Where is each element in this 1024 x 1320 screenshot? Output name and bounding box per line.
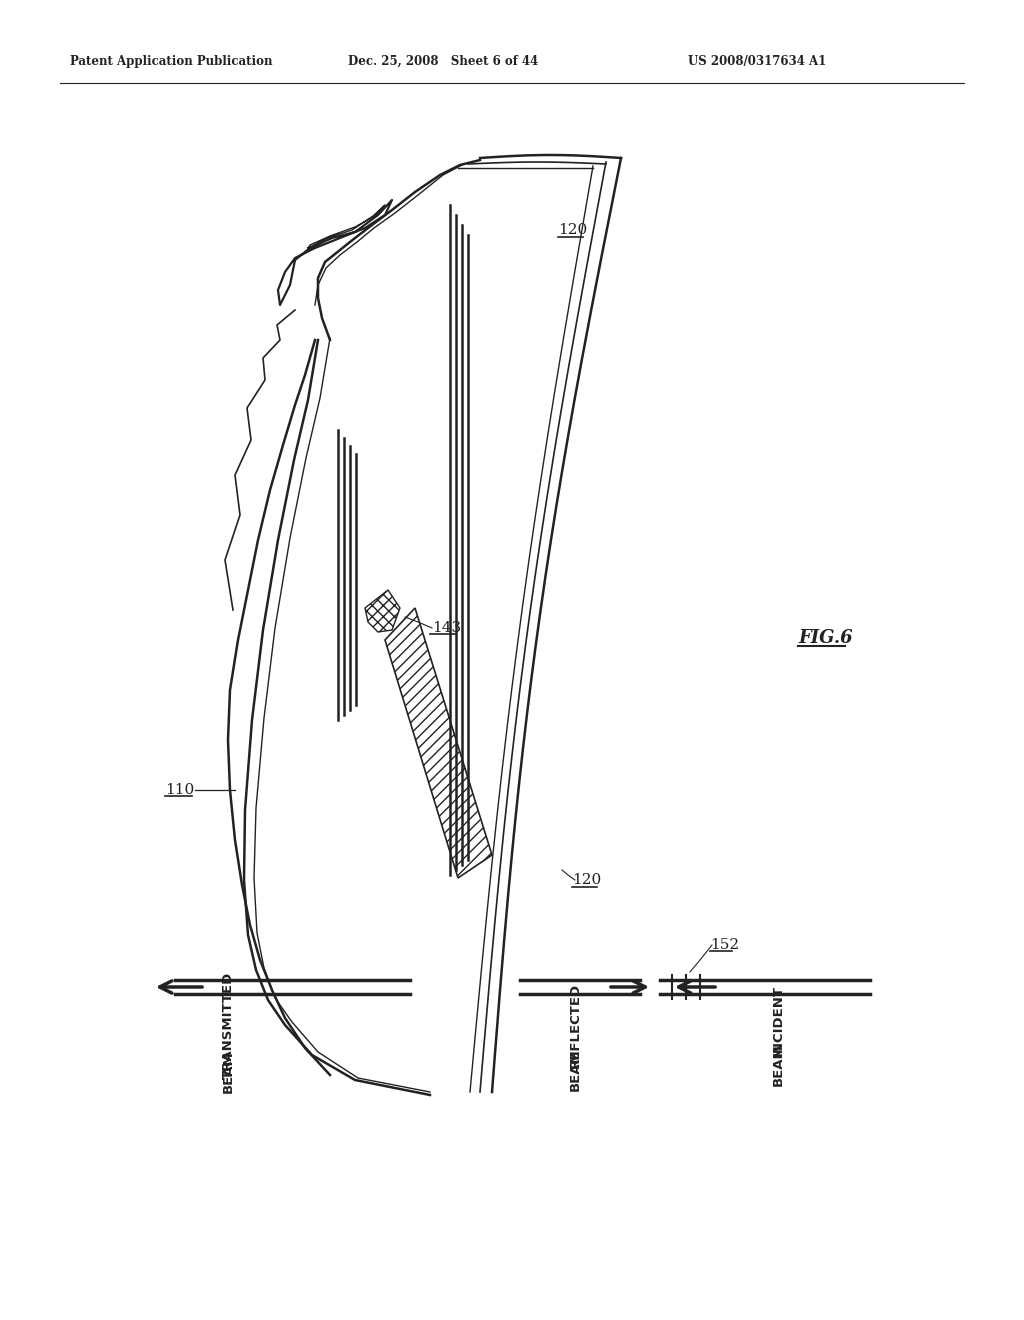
Polygon shape bbox=[365, 590, 400, 632]
Text: 110: 110 bbox=[165, 783, 195, 797]
Text: BEAM: BEAM bbox=[568, 1048, 582, 1092]
Text: 143: 143 bbox=[432, 620, 461, 635]
Text: Dec. 25, 2008   Sheet 6 of 44: Dec. 25, 2008 Sheet 6 of 44 bbox=[348, 55, 539, 69]
Text: BEAM: BEAM bbox=[221, 1051, 234, 1093]
Text: Patent Application Publication: Patent Application Publication bbox=[70, 55, 272, 69]
Text: INCIDENT: INCIDENT bbox=[771, 985, 784, 1056]
Text: 120: 120 bbox=[558, 223, 587, 238]
Text: REFLECTED: REFLECTED bbox=[568, 982, 582, 1068]
Text: 120: 120 bbox=[572, 873, 601, 887]
Polygon shape bbox=[385, 609, 492, 878]
Text: FIG.6: FIG.6 bbox=[798, 630, 853, 647]
Text: US 2008/0317634 A1: US 2008/0317634 A1 bbox=[688, 55, 826, 69]
Text: BEAM: BEAM bbox=[771, 1044, 784, 1086]
Text: 152: 152 bbox=[710, 939, 739, 952]
Text: TRANSMITTED: TRANSMITTED bbox=[221, 972, 234, 1078]
